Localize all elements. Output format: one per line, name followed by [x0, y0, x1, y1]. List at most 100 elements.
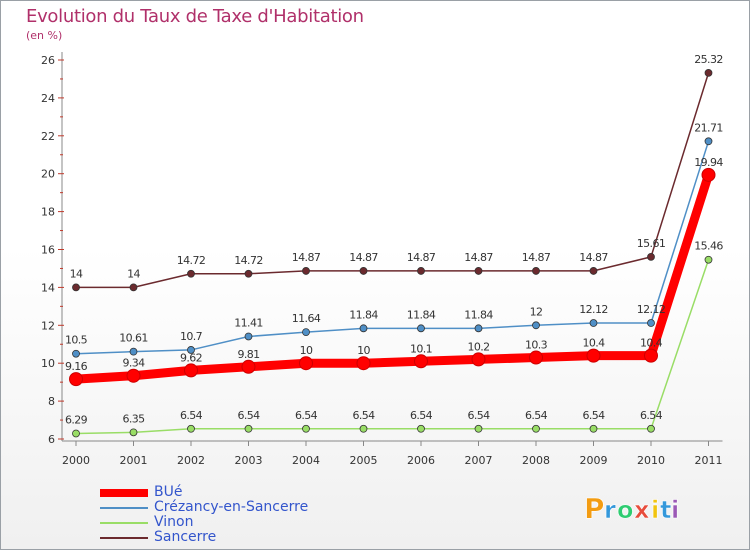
data-point-0-1: [126, 368, 141, 383]
y-tick-label: 6: [48, 433, 55, 446]
data-label-0-10: 10.4: [640, 337, 663, 350]
data-label-2-7: 6.54: [467, 409, 490, 422]
data-point-2-6: [417, 424, 425, 433]
data-label-1-3: 11.41: [234, 316, 263, 329]
data-point-3-4: [302, 267, 310, 275]
data-label-0-4: 10: [300, 344, 313, 357]
y-tick-label: 12: [41, 319, 55, 332]
y-tick-label: 10: [41, 357, 55, 370]
data-point-3-9: [589, 267, 598, 275]
y-tick-label: 24: [41, 92, 55, 105]
logo-letter: x: [634, 496, 650, 524]
data-point-1-0: [72, 349, 80, 358]
data-label-1-5: 11.84: [349, 308, 378, 321]
logo-letter: P: [584, 492, 605, 525]
x-tick-label: 2010: [637, 454, 665, 467]
legend-item-sancerre: Sancerre: [100, 530, 380, 545]
data-label-3-8: 14.87: [522, 251, 551, 264]
data-point-1-2: [187, 346, 195, 354]
data-point-2-10: [647, 424, 655, 433]
data-point-1-10: [647, 319, 655, 327]
data-point-2-7: [474, 424, 483, 433]
legend-swatch-bue: [100, 489, 148, 497]
data-label-0-7: 10.2: [467, 340, 489, 353]
data-label-1-1: 10.61: [119, 332, 148, 345]
data-label-3-9: 14.87: [579, 251, 608, 264]
legend-swatch-vinon: [100, 522, 148, 524]
x-tick-label: 2003: [235, 454, 263, 467]
data-point-3-10: [647, 252, 655, 261]
series-line-1: [75, 140, 710, 355]
y-tick-label: 8: [48, 395, 55, 408]
y-tick-label: 14: [41, 281, 55, 294]
x-tick-label: 2002: [177, 454, 205, 467]
data-label-2-9: 6.54: [582, 409, 605, 422]
data-point-2-8: [532, 424, 540, 433]
x-tick-label: 2004: [292, 454, 320, 467]
data-point-1-6: [417, 324, 425, 333]
data-point-1-11: [704, 137, 713, 146]
data-label-1-2: 10.7: [180, 330, 203, 343]
data-label-2-6: 6.54: [410, 409, 433, 422]
y-tick-label: 20: [41, 168, 55, 181]
data-point-3-1: [129, 283, 138, 292]
data-label-3-7: 14.87: [464, 251, 493, 264]
data-point-0-9: [586, 348, 601, 363]
data-point-0-11: [701, 167, 716, 182]
data-point-3-11: [704, 68, 713, 77]
data-point-1-3: [244, 332, 253, 341]
x-tick-label: 2006: [407, 454, 435, 467]
data-label-1-4: 11.64: [292, 312, 321, 325]
data-point-3-2: [187, 269, 195, 278]
x-tick-label: 2009: [580, 454, 608, 467]
data-label-1-8: 12: [530, 305, 543, 318]
data-point-0-3: [241, 359, 256, 374]
y-tick-label: 18: [41, 206, 55, 219]
data-label-2-2: 6.54: [180, 409, 203, 422]
data-label-0-6: 10.1: [410, 342, 432, 355]
data-point-3-8: [532, 267, 540, 275]
data-label-3-3: 14.72: [234, 254, 263, 267]
data-point-2-4: [302, 424, 310, 433]
line-chart: 6 8 10 12 14 16 18 20 22 24 26 2000 2001 2002 2003 2004…: [41, 52, 724, 467]
legend-swatch-sancerre: [100, 537, 148, 539]
y-tick-label: 26: [41, 54, 55, 67]
data-point-1-9: [589, 319, 598, 327]
data-point-1-1: [129, 347, 138, 356]
data-point-2-2: [187, 424, 195, 433]
data-label-3-4: 14.87: [292, 251, 321, 264]
chart-subtitle: (en %): [26, 29, 63, 42]
data-point-1-8: [532, 321, 540, 330]
y-tick-label: 22: [41, 130, 55, 143]
data-point-0-7: [471, 352, 486, 367]
data-label-1-6: 11.84: [407, 308, 436, 321]
data-label-3-5: 14.87: [349, 251, 378, 264]
data-point-0-10: [644, 348, 658, 363]
data-point-3-5: [359, 267, 368, 275]
data-label-2-1: 6.35: [122, 412, 145, 425]
legend-label-vinon: Vinon: [154, 514, 194, 530]
data-point-3-3: [244, 269, 253, 278]
data-label-3-6: 14.87: [407, 251, 436, 264]
data-point-0-8: [529, 350, 543, 365]
series-line-0: [71, 170, 713, 384]
data-label-3-10: 15.61: [637, 237, 666, 250]
data-label-2-4: 6.54: [295, 409, 318, 422]
data-point-0-0: [69, 372, 83, 387]
legend-item-crezancy: Crézancy-en-Sancerre: [100, 500, 380, 515]
x-tick-label: 2001: [120, 454, 148, 467]
legend-label-sancerre: Sancerre: [154, 529, 217, 545]
data-label-3-0: 14: [70, 267, 83, 280]
data-point-0-5: [356, 356, 371, 371]
data-point-0-4: [299, 356, 313, 371]
legend-swatch-crezancy: [100, 507, 148, 509]
legend-item-vinon: Vinon: [100, 515, 380, 530]
data-point-2-5: [359, 424, 368, 433]
series-line-2: [75, 258, 710, 435]
data-point-2-3: [244, 424, 253, 433]
x-tick-label: 2005: [350, 454, 378, 467]
data-label-2-11: 15.46: [694, 240, 723, 253]
data-label-0-9: 10.4: [582, 337, 605, 350]
data-point-2-1: [129, 428, 138, 437]
data-label-2-5: 6.54: [352, 409, 375, 422]
